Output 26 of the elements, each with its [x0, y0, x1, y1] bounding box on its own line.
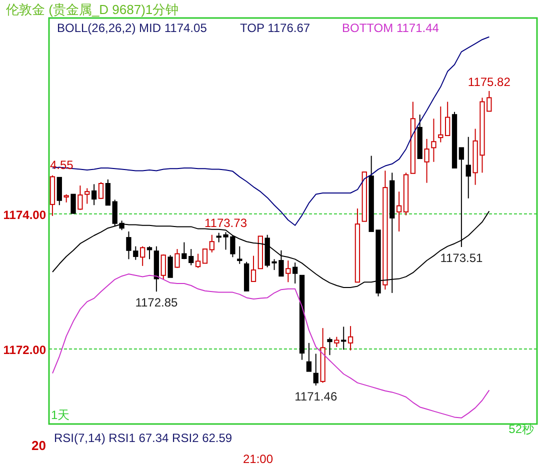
- chart-title: 伦敦金 (贵金属_D 9687)1分钟: [6, 2, 179, 17]
- text: 21:00: [242, 452, 274, 466]
- candlestick: [424, 138, 430, 184]
- candlestick: [396, 191, 402, 232]
- annotation: BOTTOM 1171.44: [342, 21, 440, 35]
- annotation: 1173.73: [204, 216, 248, 230]
- annotation: 1天: [51, 408, 70, 422]
- candlestick: [286, 260, 291, 283]
- candlestick: [348, 326, 354, 351]
- candlestick: [292, 262, 298, 284]
- candlestick: [341, 326, 346, 350]
- candlestick: [91, 184, 97, 206]
- candlestick: [466, 136, 471, 199]
- annotation: 1175.82: [468, 74, 511, 89]
- annotation: BOLL(26,26,2) MID 1174.05: [57, 21, 208, 35]
- y-tick-label: 1172.00: [3, 343, 46, 358]
- text: RSI(7,14) RSI1 67.34 RSI2 62.59: [54, 431, 232, 445]
- annotation: 1173.51: [440, 251, 484, 266]
- annotation: 1171.46: [294, 389, 338, 404]
- y-tick-label: 1174.00: [3, 208, 46, 222]
- annotation: 1172.85: [135, 296, 178, 310]
- candlestick: [438, 106, 444, 143]
- candlestick: [431, 118, 436, 162]
- line-series: [52, 274, 490, 418]
- annotation: TOP 1176.67: [240, 21, 310, 35]
- text: 20: [32, 438, 46, 453]
